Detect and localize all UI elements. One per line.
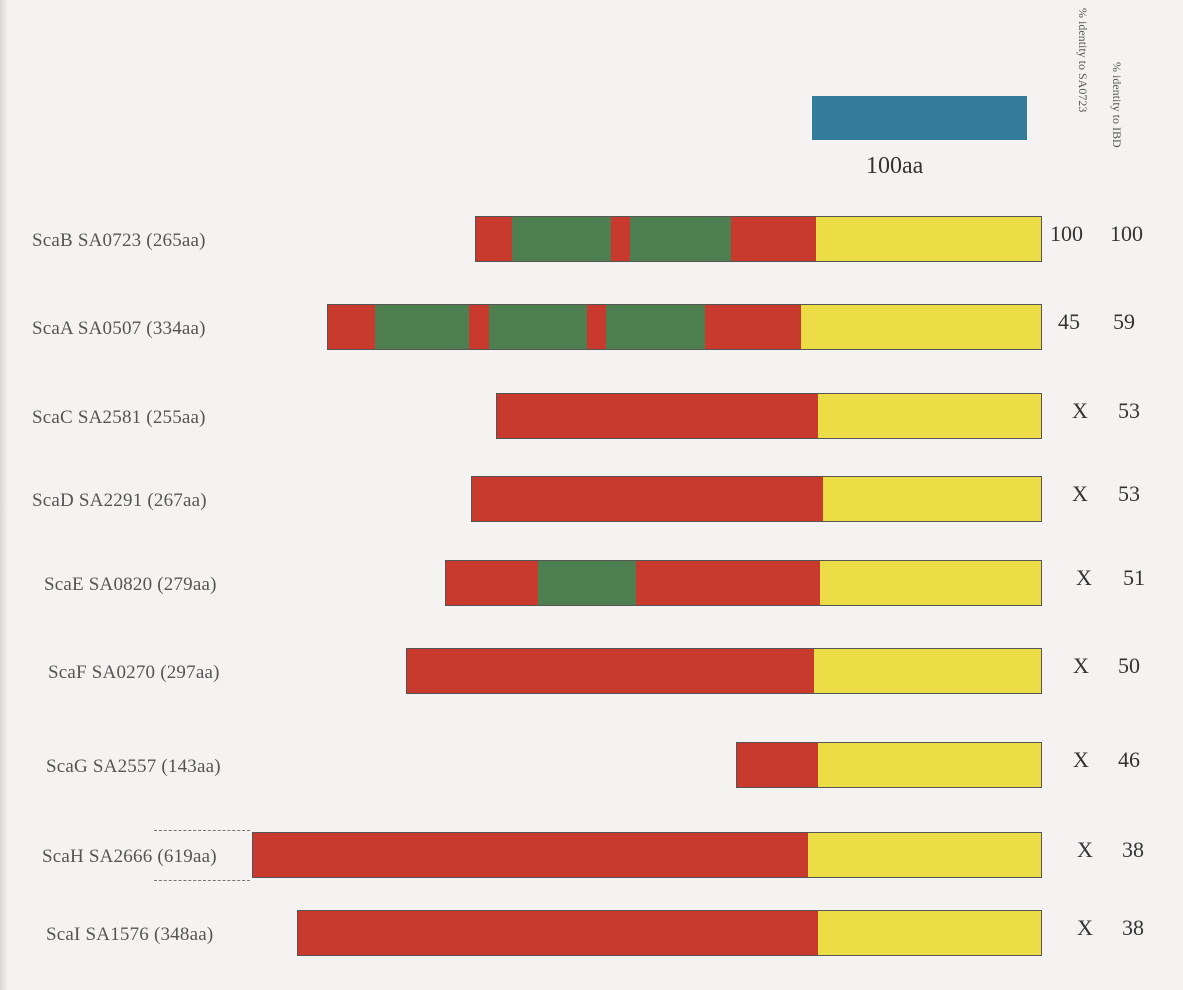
domain-segment-yellow [822, 477, 1041, 521]
protein-bar [496, 393, 1042, 439]
domain-segment-green [629, 217, 731, 261]
domain-segment-yellow [820, 561, 1041, 605]
protein-label: ScaF SA0270 (297aa) [48, 662, 220, 683]
protein-label: ScaB SA0723 (265aa) [32, 230, 206, 251]
domain-segment-red [469, 305, 489, 349]
truncation-mark-top [154, 830, 250, 831]
protein-bar [406, 648, 1042, 694]
identity-sa0723-value: X [1072, 481, 1088, 506]
domain-segment-red [704, 305, 802, 349]
protein-bar [735, 742, 1042, 788]
protein-label: ScaI SA1576 (348aa) [46, 924, 214, 945]
domain-segment-yellow [818, 911, 1041, 955]
domain-segment-green [606, 305, 705, 349]
domain-segment-red [328, 305, 376, 349]
domain-segment-red [298, 911, 819, 955]
protein-bar [252, 832, 1042, 878]
domain-segment-red [610, 217, 630, 261]
identity-ibd-value: 38 [1122, 837, 1144, 862]
identity-sa0723-value: X [1076, 565, 1092, 590]
domain-segment-yellow [816, 217, 1041, 261]
protein-label: ScaG SA2557 (143aa) [46, 756, 221, 777]
identity-ibd-value: 50 [1118, 653, 1140, 678]
identity-ibd-value: 38 [1122, 915, 1144, 940]
protein-bar [297, 910, 1042, 956]
protein-bar [470, 476, 1042, 522]
domain-segment-red [445, 561, 538, 605]
identity-sa0723-value: 100 [1050, 221, 1083, 246]
protein-label: ScaH SA2666 (619aa) [42, 846, 217, 867]
protein-label: ScaC SA2581 (255aa) [32, 407, 206, 428]
identity-sa0723-value: X [1073, 747, 1089, 772]
protein-label: ScaD SA2291 (267aa) [32, 490, 207, 511]
domain-segment-green [375, 305, 470, 349]
protein-label: ScaE SA0820 (279aa) [44, 574, 217, 595]
header-identity-ibd: % identity to IBD [1110, 62, 1124, 148]
scale-bar [812, 96, 1027, 140]
page-edge-shadow [0, 0, 8, 990]
identity-ibd-value: 51 [1123, 565, 1145, 590]
identity-sa0723-value: X [1072, 398, 1088, 423]
identity-ibd-value: 100 [1110, 221, 1143, 246]
protein-bar [327, 304, 1042, 350]
domain-segment-yellow [818, 743, 1041, 787]
domain-segment-red [471, 477, 823, 521]
identity-sa0723-value: X [1077, 837, 1093, 862]
domain-segment-red [736, 743, 819, 787]
identity-ibd-value: 46 [1118, 747, 1140, 772]
identity-ibd-value: 53 [1118, 398, 1140, 423]
protein-bar [444, 560, 1042, 606]
domain-segment-red [475, 217, 513, 261]
domain-segment-red [636, 561, 821, 605]
identity-ibd-value: 59 [1113, 309, 1135, 334]
header-identity-sa0723: % identity to SA0723 [1076, 8, 1090, 113]
domain-segment-green [512, 217, 611, 261]
domain-segment-yellow [801, 305, 1041, 349]
domain-segment-red [253, 833, 808, 877]
identity-sa0723-value: X [1077, 915, 1093, 940]
domain-segment-red [407, 649, 814, 693]
domain-segment-red [587, 305, 607, 349]
domain-segment-green [537, 561, 637, 605]
domain-segment-green [488, 305, 588, 349]
domain-segment-red [497, 394, 819, 438]
identity-ibd-value: 53 [1118, 481, 1140, 506]
truncation-mark-bottom [154, 880, 250, 881]
protein-bar [474, 216, 1042, 262]
domain-segment-yellow [807, 833, 1041, 877]
protein-label: ScaA SA0507 (334aa) [32, 318, 206, 339]
scale-bar-label: 100aa [866, 153, 924, 179]
domain-segment-yellow [818, 394, 1041, 438]
identity-sa0723-value: 45 [1058, 309, 1080, 334]
identity-sa0723-value: X [1073, 653, 1089, 678]
domain-segment-red [730, 217, 817, 261]
domain-segment-yellow [814, 649, 1041, 693]
